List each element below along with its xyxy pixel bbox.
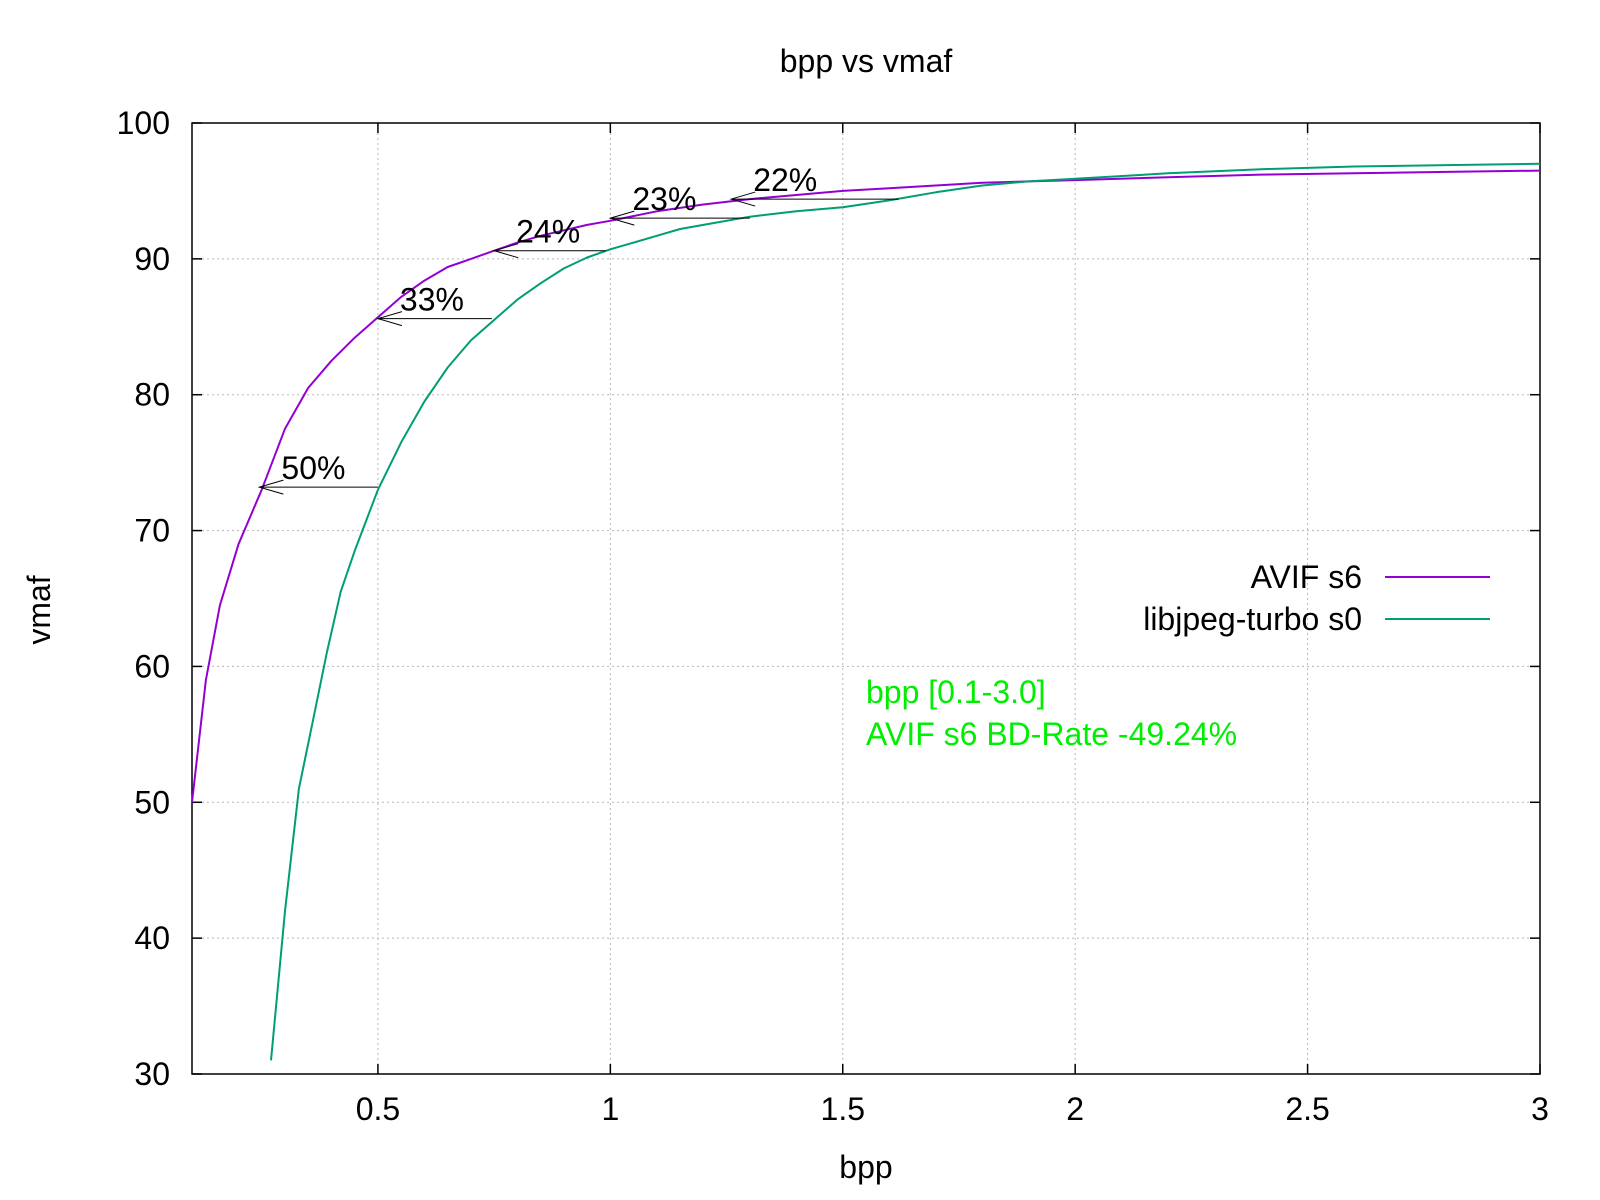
x-tick-label: 2.5 bbox=[1285, 1091, 1329, 1127]
legend-label-avif: AVIF s6 bbox=[1251, 559, 1362, 595]
legend-label-jpeg: libjpeg-turbo s0 bbox=[1143, 601, 1362, 637]
chart-title: bpp vs vmaf bbox=[780, 43, 953, 79]
y-tick-label: 60 bbox=[134, 648, 170, 684]
x-tick-label: 1.5 bbox=[821, 1091, 865, 1127]
annotation-label: 23% bbox=[632, 181, 696, 217]
x-tick-label: 1 bbox=[601, 1091, 619, 1127]
y-tick-label: 50 bbox=[134, 784, 170, 820]
x-tick-label: 3 bbox=[1531, 1091, 1549, 1127]
annotation-label: 24% bbox=[516, 214, 580, 250]
annotation-arrowhead bbox=[608, 210, 635, 226]
grid bbox=[192, 123, 1541, 1074]
annotation-arrowhead bbox=[257, 479, 284, 495]
y-axis-title: vmaf bbox=[21, 575, 57, 644]
bpp-range-note: bpp [0.1-3.0] bbox=[866, 674, 1046, 710]
annotation-arrowhead bbox=[492, 243, 519, 259]
y-tick-label: 30 bbox=[134, 1056, 170, 1092]
x-tick-label: 0.5 bbox=[356, 1091, 400, 1127]
x-axis-title: bpp bbox=[839, 1149, 892, 1185]
x-tick-label: 2 bbox=[1066, 1091, 1084, 1127]
y-tick-label: 40 bbox=[134, 920, 170, 956]
series-lines bbox=[191, 162, 1541, 1061]
axis-ticks: 0.5 1 1.5 2 2.5 3 30 40 50 60 70 80 90 100 bbox=[117, 105, 1549, 1127]
legend: AVIF s6 libjpeg-turbo s0 bbox=[1143, 559, 1490, 637]
annotations: 50% 33% 24% 23% 22% bbox=[257, 162, 899, 495]
bd-rate-note: bpp [0.1-3.0] AVIF s6 BD-Rate -49.24% bbox=[866, 674, 1237, 752]
annotation-label: 22% bbox=[753, 162, 817, 198]
annotation-label: 33% bbox=[400, 282, 464, 318]
annotation-label: 50% bbox=[281, 450, 345, 486]
plot-frame bbox=[191, 122, 1541, 1075]
series-line-jpeg bbox=[270, 162, 1541, 1061]
annotation-arrowhead bbox=[729, 191, 756, 207]
bd-rate-value: AVIF s6 BD-Rate -49.24% bbox=[866, 716, 1237, 752]
y-tick-label: 70 bbox=[134, 513, 170, 549]
y-tick-label: 100 bbox=[117, 105, 170, 141]
y-tick-label: 80 bbox=[134, 377, 170, 413]
y-tick-label: 90 bbox=[134, 241, 170, 277]
annotation-arrowhead bbox=[376, 311, 403, 327]
